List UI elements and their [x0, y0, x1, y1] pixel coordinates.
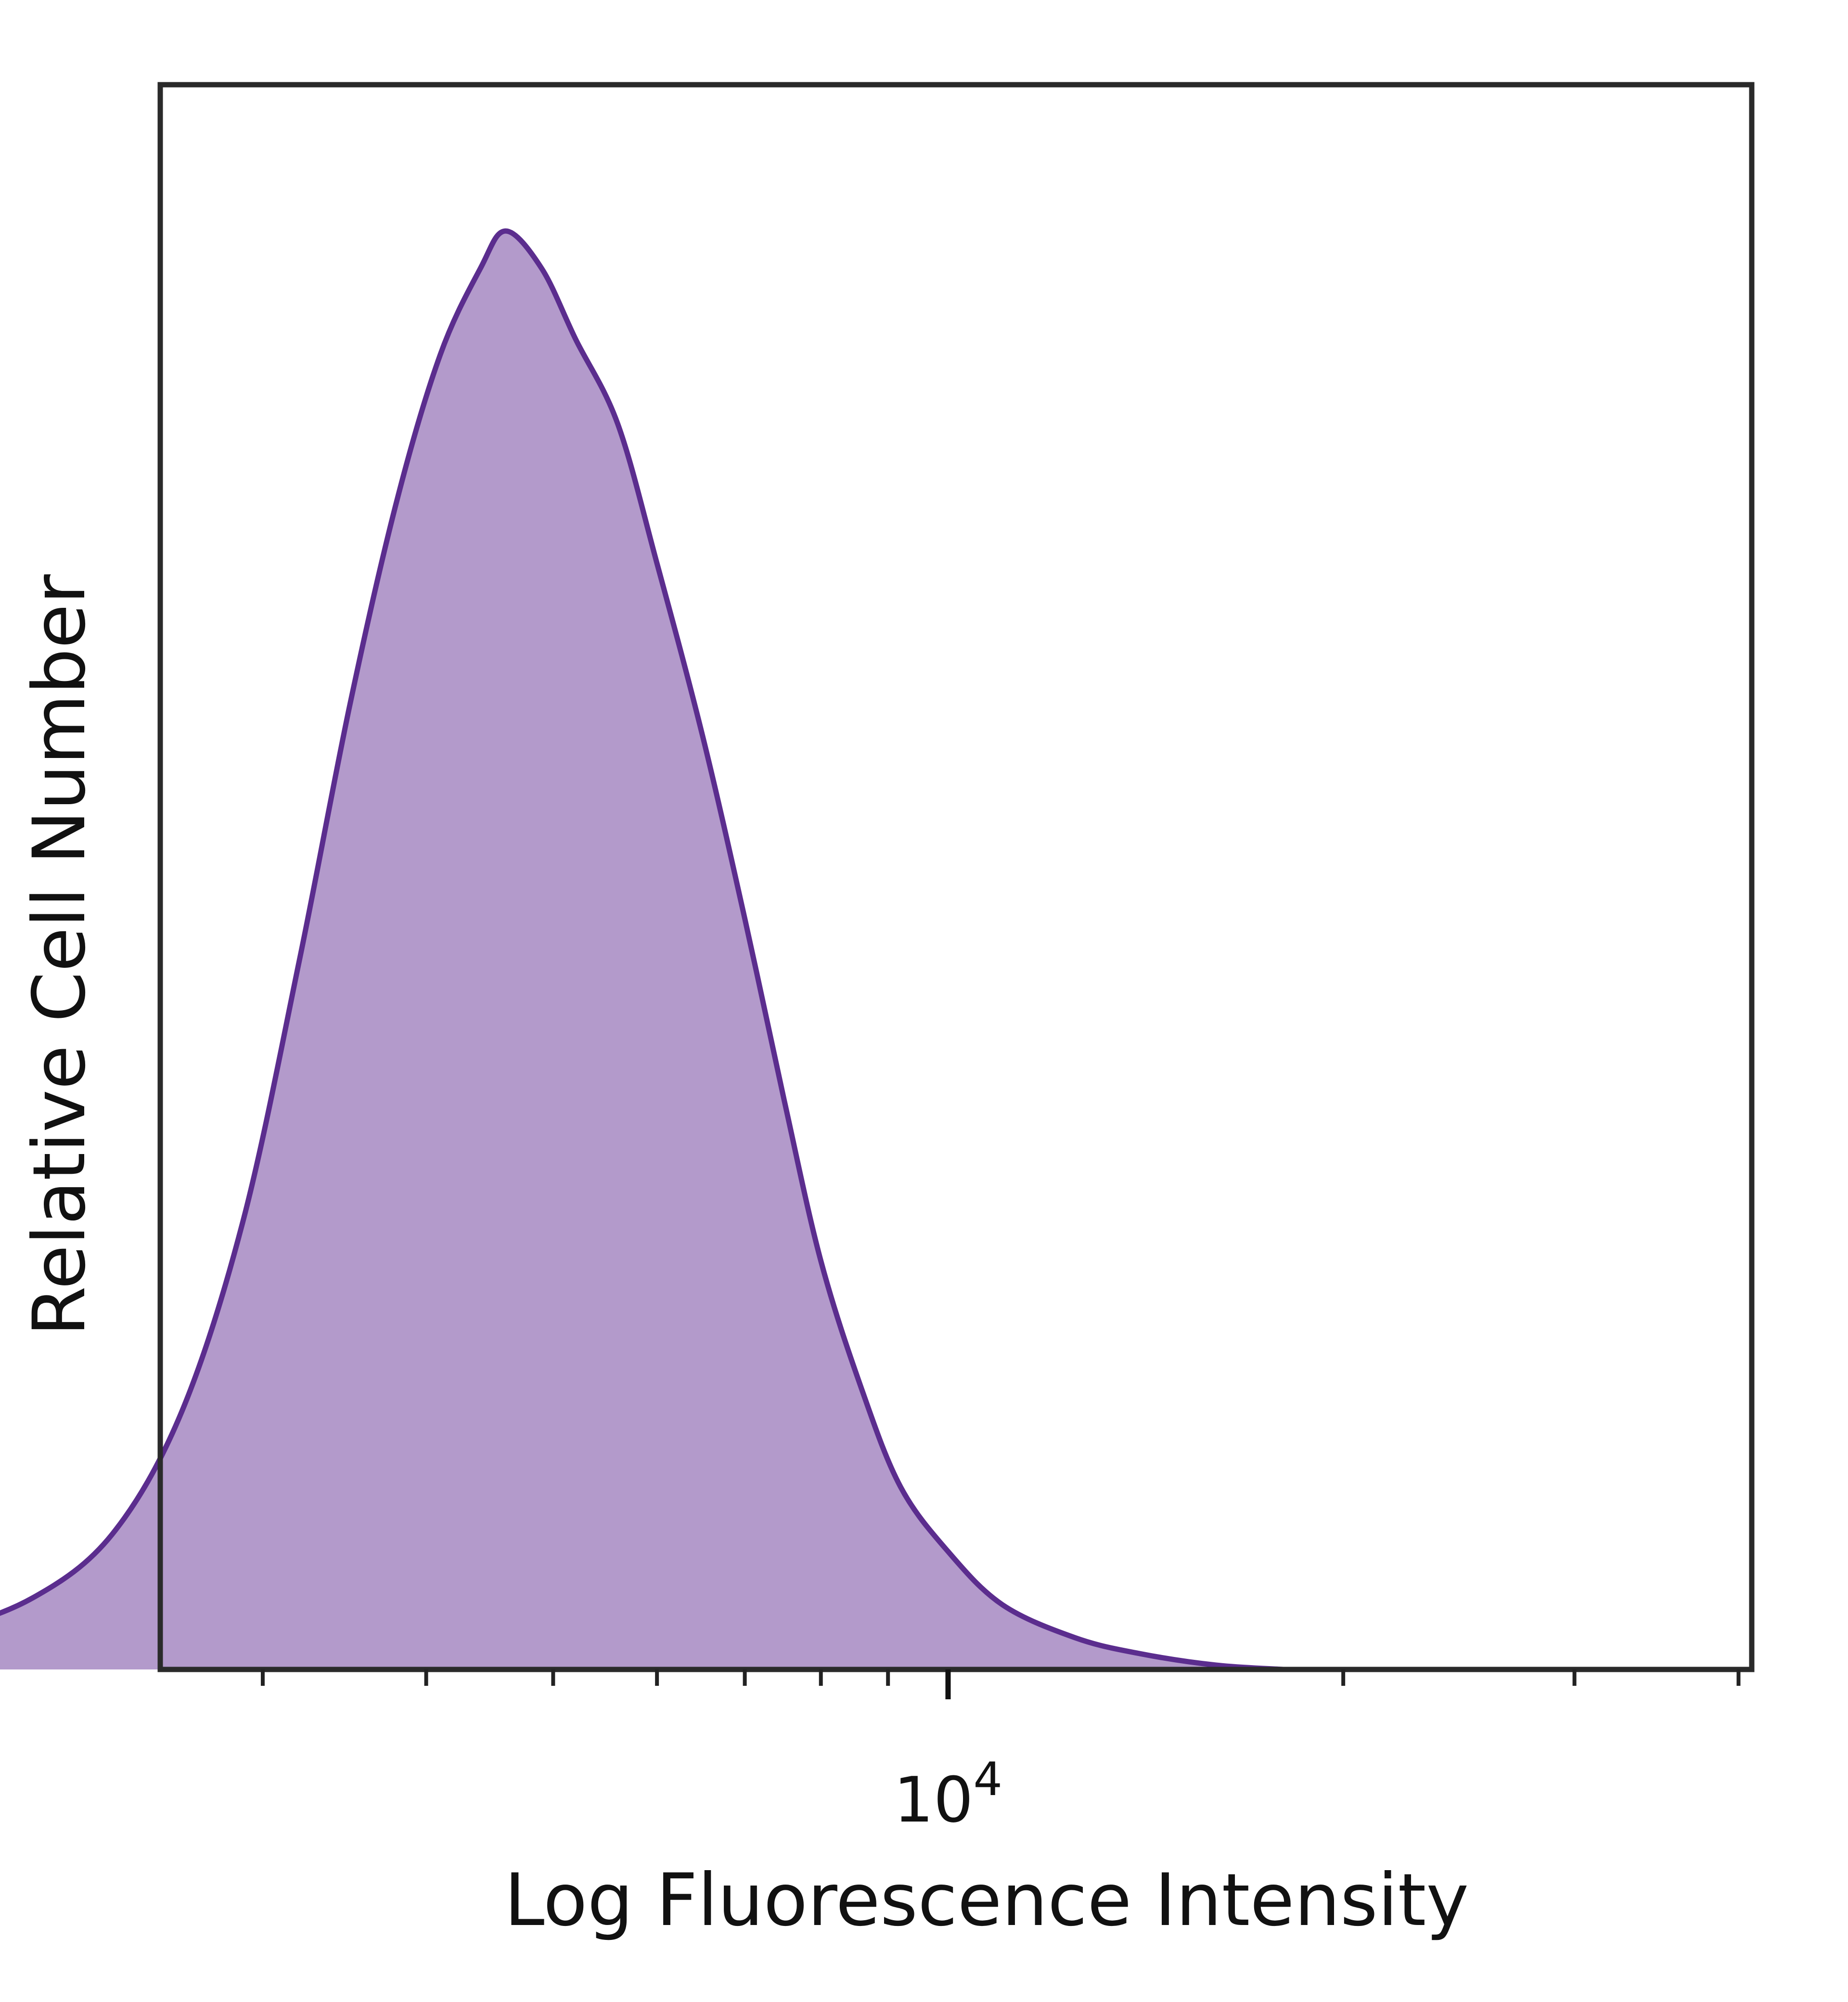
series-1-area — [0, 231, 1283, 1669]
plot-frame — [157, 82, 1755, 1672]
series-layer — [0, 228, 1283, 1672]
y-axis-label: Relative Cell Number — [18, 574, 102, 1336]
major-tick-layer — [945, 1669, 951, 1699]
x-axis-label: Log Fluorescence Intensity — [504, 1859, 1469, 1942]
x-tick-label-2: 104 — [894, 1753, 1002, 1836]
series-1-line — [0, 228, 1283, 1672]
tick-label-layer: 0103104105 — [894, 1753, 1002, 1836]
minor-tick-layer — [260, 1669, 1741, 1686]
